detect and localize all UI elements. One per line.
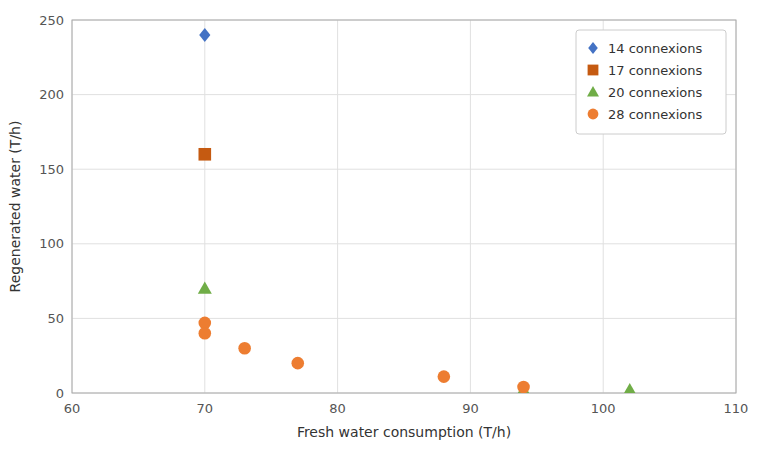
legend-box [576,30,726,134]
axes: 60 70 80 90 100 110 0 50 100 150 200 250 Fresh water… [7,13,748,441]
y-tick-label: 150 [39,162,64,177]
y-grid-line [72,243,736,244]
x-tick-label: 100 [591,401,616,416]
plot-background [72,20,736,393]
y-axis-label: Regenerated water (T/h) [7,121,23,293]
point [198,282,212,294]
point [199,148,212,161]
y-tick-label: 100 [39,236,64,251]
y-grid-line [72,169,736,170]
legend-label: 14 connexions [608,41,703,56]
legend-swatch [588,42,598,54]
chart-svg: 60 70 80 90 100 110 0 50 100 150 200 250 Fresh water… [0,0,758,451]
legend-swatch [587,86,599,97]
point [199,28,210,42]
series [199,148,212,161]
x-grid-line [470,20,471,393]
x-axis-label: Fresh water consumption (T/h) [297,424,511,440]
legend-label: 28 connexions [608,107,703,122]
x-grid-line [337,20,338,393]
legend-swatch [588,109,599,120]
series [198,282,637,393]
x-tick-label: 110 [724,401,749,416]
y-tick-label: 200 [39,87,64,102]
point [199,327,212,340]
y-tick-label: 0 [56,386,64,401]
point [438,370,451,383]
legend: 14 connexions 17 connexions 20 connexions 2… [576,30,726,134]
x-tick-label: 70 [197,401,214,416]
legend-label: 17 connexions [608,63,703,78]
legend-swatch [588,65,599,76]
plot-frame [72,20,736,393]
point [517,381,530,393]
y-grid-line [72,318,736,319]
chart-container: 60 70 80 90 100 110 0 50 100 150 200 250 Fresh water… [0,0,758,451]
grid [72,20,736,393]
data-points [198,28,637,393]
point [238,342,251,355]
series [199,317,530,393]
x-tick-label: 90 [462,401,479,416]
series [199,28,210,42]
x-tick-label: 80 [329,401,346,416]
point [291,357,304,370]
legend-label: 20 connexions [608,85,703,100]
point [623,383,637,393]
y-tick-label: 250 [39,13,64,28]
y-tick-label: 50 [47,311,64,326]
x-tick-label: 60 [64,401,81,416]
